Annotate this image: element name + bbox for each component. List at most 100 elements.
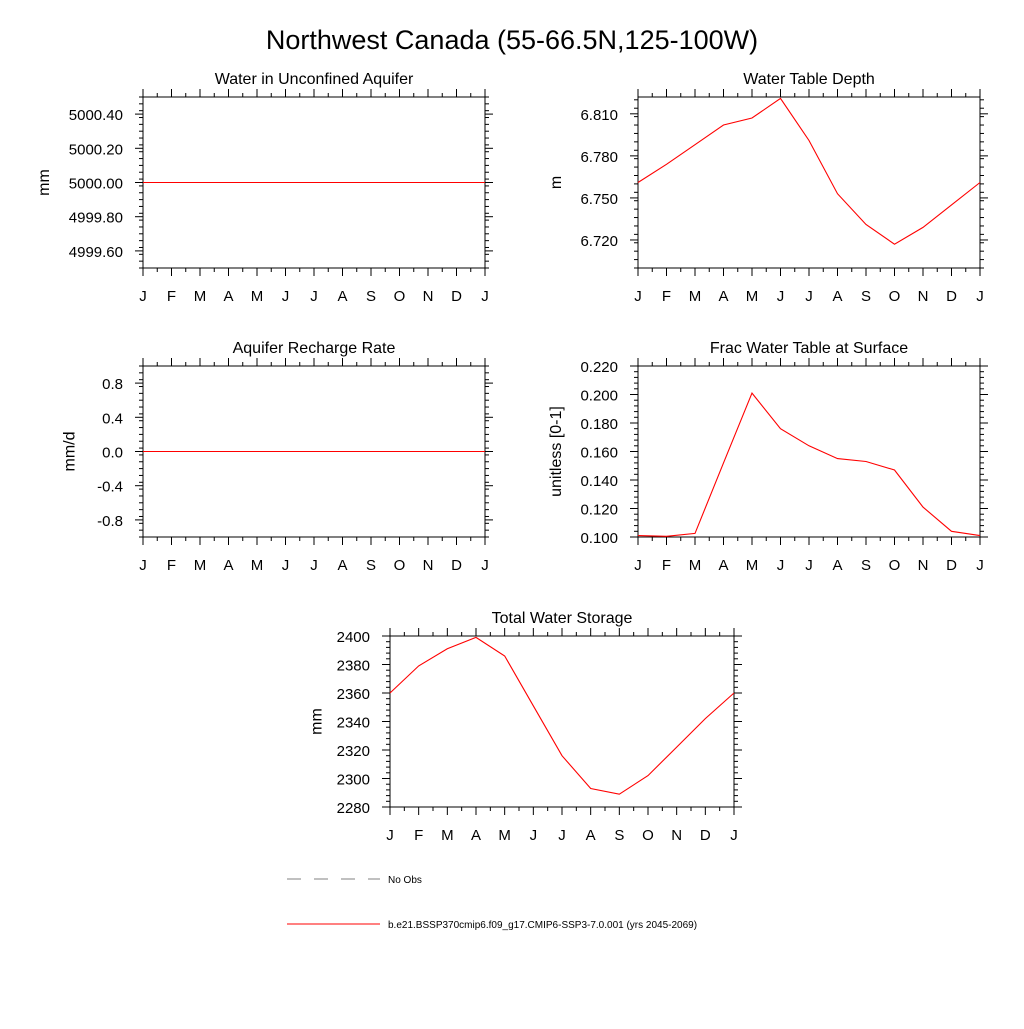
x-tick-label: F xyxy=(662,288,671,305)
x-tick-label: J xyxy=(976,557,984,574)
y-tick-label: -0.8 xyxy=(97,513,123,530)
y-tick-label: 0.180 xyxy=(580,416,618,433)
x-tick-label: F xyxy=(662,557,671,574)
y-tick-label: 0.8 xyxy=(102,376,123,393)
x-tick-label: J xyxy=(777,288,785,305)
x-tick-label: N xyxy=(423,557,434,574)
x-tick-label: J xyxy=(310,288,318,305)
x-tick-label: O xyxy=(889,557,901,574)
x-tick-label: J xyxy=(282,557,290,574)
x-tick-label: A xyxy=(337,288,347,305)
y-tick-label: 5000.20 xyxy=(69,141,123,158)
y-tick-label: -0.4 xyxy=(97,479,123,496)
y-axis-label: mm xyxy=(309,708,326,735)
y-axis-label: mm xyxy=(36,169,53,196)
legend: No Obs b.e21.BSSP370cmip6.f09_g17.CMIP6-… xyxy=(287,875,697,931)
y-tick-label: 2380 xyxy=(337,658,370,675)
x-tick-label: J xyxy=(282,288,290,305)
x-tick-label: O xyxy=(394,557,406,574)
y-tick-label: 0.4 xyxy=(102,410,123,427)
x-tick-label: N xyxy=(918,288,929,305)
x-tick-label: S xyxy=(861,557,871,574)
plot-frame xyxy=(389,635,735,808)
x-tick-label: M xyxy=(441,827,454,844)
y-tick-label: 2360 xyxy=(337,686,370,703)
y-tick-label: 5000.00 xyxy=(69,176,123,193)
x-tick-label: J xyxy=(558,827,566,844)
y-tick-label: 2280 xyxy=(337,800,370,817)
y-tick-label: 0.100 xyxy=(580,530,618,547)
x-tick-label: A xyxy=(718,288,728,305)
x-tick-label: M xyxy=(194,557,207,574)
x-tick-label: N xyxy=(671,827,682,844)
legend-model-label: b.e21.BSSP370cmip6.f09_g17.CMIP6-SSP3-7.… xyxy=(388,920,697,931)
y-tick-label: 6.780 xyxy=(580,149,618,166)
y-tick-label: 2340 xyxy=(337,715,370,732)
x-tick-label: A xyxy=(223,557,233,574)
y-tick-label: 0.120 xyxy=(580,502,618,519)
x-tick-label: F xyxy=(167,288,176,305)
y-tick-label: 5000.40 xyxy=(69,107,123,124)
page-title: Northwest Canada (55-66.5N,125-100W) xyxy=(266,25,758,55)
y-tick-label: 2320 xyxy=(337,743,370,760)
y-tick-label: 4999.80 xyxy=(69,210,123,227)
y-tick-label: 0.140 xyxy=(580,473,618,490)
x-tick-label: O xyxy=(642,827,654,844)
x-tick-label: D xyxy=(946,557,957,574)
panel-title: Water in Unconfined Aquifer xyxy=(215,71,414,88)
series-line-frac-water-table-at-surface xyxy=(637,392,981,537)
y-tick-label: 2400 xyxy=(337,629,370,646)
x-tick-label: M xyxy=(746,288,759,305)
x-tick-label: S xyxy=(614,827,624,844)
plot-frame xyxy=(637,96,981,269)
x-tick-label: J xyxy=(976,288,984,305)
y-tick-label: 0.200 xyxy=(580,388,618,405)
x-tick-label: A xyxy=(223,288,233,305)
x-tick-label: J xyxy=(530,827,538,844)
y-tick-label: 0.160 xyxy=(580,445,618,462)
x-tick-label: S xyxy=(861,288,871,305)
y-axis-label: m xyxy=(548,176,565,189)
y-axis-label: mm/d xyxy=(62,432,79,472)
legend-obs-label: No Obs xyxy=(388,875,422,886)
x-tick-label: A xyxy=(586,827,596,844)
x-tick-label: O xyxy=(394,288,406,305)
x-tick-label: A xyxy=(718,557,728,574)
x-tick-label: J xyxy=(634,557,642,574)
x-tick-label: O xyxy=(889,288,901,305)
panel-water-in-unconfined-aquifer: J F M A M J J A S O N D J4999.604999.805000.005000.2… xyxy=(36,71,493,305)
panel-title: Water Table Depth xyxy=(743,71,875,88)
y-tick-label: 6.750 xyxy=(580,191,618,208)
x-tick-label: M xyxy=(746,557,759,574)
y-tick-label: 6.720 xyxy=(580,233,618,250)
x-tick-label: J xyxy=(777,557,785,574)
x-tick-label: D xyxy=(451,557,462,574)
series-line-total-water-storage xyxy=(389,636,735,795)
x-tick-label: J xyxy=(805,557,813,574)
y-tick-label: 0.0 xyxy=(102,445,123,462)
series-line-water-table-depth xyxy=(637,97,981,245)
y-tick-label: 0.220 xyxy=(580,359,618,376)
x-tick-label: J xyxy=(805,288,813,305)
x-tick-label: J xyxy=(481,288,489,305)
panel-total-water-storage: J F M A M J J A S O N D J228023002320234023602380240… xyxy=(309,610,742,844)
y-tick-label: 4999.60 xyxy=(69,244,123,261)
y-tick-label: 6.810 xyxy=(580,107,618,124)
x-tick-label: A xyxy=(471,827,481,844)
x-tick-label: D xyxy=(451,288,462,305)
x-tick-label: J xyxy=(730,827,738,844)
x-tick-label: J xyxy=(634,288,642,305)
x-tick-label: M xyxy=(689,288,702,305)
x-tick-label: F xyxy=(414,827,423,844)
panel-frac-water-table-at-surface: J F M A M J J A S O N D J0.1000.1200.1400.1600.1800.… xyxy=(548,340,988,574)
x-tick-label: N xyxy=(918,557,929,574)
panel-title: Total Water Storage xyxy=(492,610,633,627)
panel-title: Aquifer Recharge Rate xyxy=(233,340,396,357)
x-tick-label: D xyxy=(700,827,711,844)
x-tick-label: A xyxy=(832,288,842,305)
x-tick-label: M xyxy=(194,288,207,305)
x-tick-label: M xyxy=(498,827,511,844)
y-tick-label: 2300 xyxy=(337,772,370,789)
